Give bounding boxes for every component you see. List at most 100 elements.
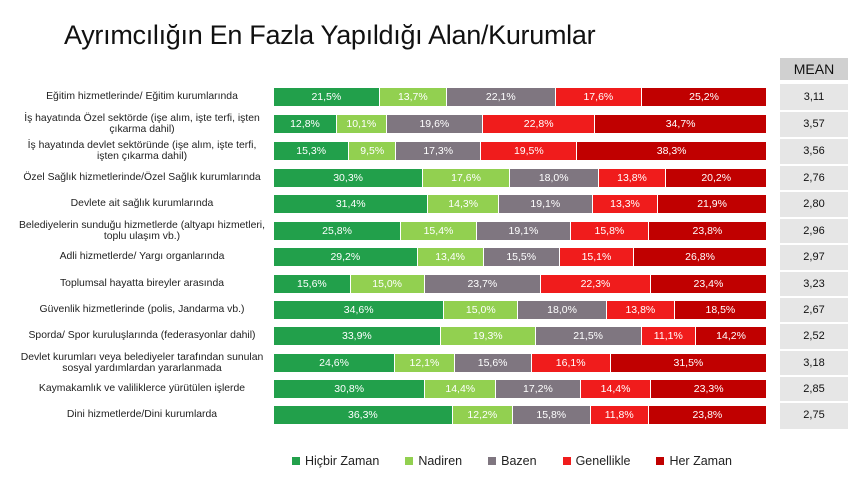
category-label: Eğitim hizmetlerinde/ Eğitim kurumlarınd… (46, 91, 238, 103)
bar-row: 12,8% 10,1% 19,6% 22,8% 34,7% (274, 115, 766, 133)
bar-segment: 17,6% (555, 88, 643, 106)
data-label: 14,3% (448, 198, 479, 210)
data-label: 15,0% (465, 304, 496, 316)
bar-segment: 17,6% (423, 169, 510, 187)
data-label: 30,8% (334, 383, 365, 395)
data-label: 16,1% (555, 357, 586, 369)
data-label: 15,6% (477, 357, 508, 369)
category-label: Sporda/ Spor kuruluşlarında (federasyonl… (28, 330, 256, 342)
legend-swatch (562, 457, 571, 465)
bar-segment: 21,9% (658, 195, 766, 213)
bar-segment: 15,5% (483, 248, 560, 266)
bar-segment: 33,9% (274, 327, 441, 345)
bar-row: 21,5% 13,7% 22,1% 17,6% 25,2% (274, 88, 766, 106)
legend-swatch (656, 457, 665, 465)
mean-value: 2,67 (803, 304, 825, 316)
data-label: 30,3% (333, 172, 363, 184)
bar-row: 15,3% 9,5% 17,3% 19,5% 38,3% (274, 142, 766, 160)
data-label: 20,2% (701, 172, 732, 184)
data-label: 18,0% (547, 304, 577, 316)
bar-segment: 15,6% (454, 354, 532, 372)
bar-segment: 11,8% (590, 406, 649, 424)
legend-label: Her Zaman (669, 454, 732, 468)
data-label: 17,6% (451, 172, 481, 184)
mean-row-divider (780, 375, 848, 377)
data-label: 15,8% (536, 409, 567, 421)
category-label: Dini hizmetlerde/Dini kurumlarda (66, 409, 218, 421)
bar-segment: 38,3% (577, 142, 766, 160)
bar-row: 25,8% 15,4% 19,1% 15,8% 23,8% (274, 222, 766, 240)
bar-row: 15,6% 15,0% 23,7% 22,3% 23,4% (274, 275, 766, 293)
data-label: 15,8% (594, 225, 625, 237)
data-label: 19,1% (530, 198, 561, 210)
mean-value: 3,23 (803, 278, 825, 290)
bar-segment: 29,2% (274, 248, 418, 266)
category-label: İş hayatında devlet sektöründe (işe alım… (27, 139, 257, 163)
bar-segment: 18,0% (509, 169, 599, 187)
data-label: 19,5% (513, 145, 544, 157)
bar-row: 31,4% 14,3% 19,1% 13,3% 21,9% (274, 195, 766, 213)
chart-legend: Hiçbir Zaman Nadiren Bazen Genellikle Her Za… (292, 454, 732, 468)
bar-segment: 19,6% (386, 115, 484, 133)
bar-segment: 19,1% (498, 195, 593, 213)
data-label: 13,8% (617, 172, 647, 184)
data-label: 18,0% (538, 172, 569, 184)
data-label: 23,4% (693, 278, 724, 290)
data-label: 23,3% (693, 383, 724, 395)
data-label: 9,5% (360, 145, 385, 157)
data-label: 14,4% (445, 383, 476, 395)
chart-title: Ayrımcılığın En Fazla Yapıldığı Alan/Kur… (64, 20, 596, 50)
data-label: 31,4% (335, 198, 366, 210)
bar-segment: 15,8% (570, 222, 649, 240)
bar-segment: 23,3% (651, 380, 766, 398)
bar-segment: 31,5% (610, 354, 766, 372)
bar-segment: 14,2% (696, 327, 766, 345)
data-label: 15,1% (581, 251, 612, 263)
data-label: 19,6% (419, 118, 450, 130)
bar-segment: 18,0% (518, 301, 607, 319)
data-label: 29,2% (330, 251, 361, 263)
data-label: 23,7% (467, 278, 498, 290)
data-label: 24,6% (319, 357, 349, 369)
category-label: Belediyelerin sunduğu hizmetlerde (altya… (18, 219, 266, 243)
mean-row-divider (780, 243, 848, 245)
bar-segment: 12,1% (395, 354, 455, 372)
bar-segment: 17,3% (396, 142, 482, 160)
data-label: 38,3% (656, 145, 687, 157)
legend-label: Hiçbir Zaman (305, 454, 380, 468)
bar-row: 30,8% 14,4% 17,2% 14,4% 23,3% (274, 380, 766, 398)
bar-segment: 23,8% (648, 222, 766, 240)
data-label: 14,2% (716, 330, 746, 342)
mean-column-background (780, 84, 848, 429)
mean-value: 2,76 (803, 172, 825, 184)
bar-row: 34,6% 15,0% 18,0% 13,8% 18,5% (274, 301, 766, 319)
legend-item: Her Zaman (656, 454, 732, 468)
bar-segment: 34,6% (274, 301, 445, 319)
legend-label: Nadiren (418, 454, 463, 468)
legend-item: Hiçbir Zaman (292, 454, 379, 468)
data-label: 23,8% (692, 225, 723, 237)
mean-value: 2,85 (803, 383, 825, 395)
mean-row-divider (780, 269, 848, 272)
bar-segment: 15,1% (559, 248, 635, 266)
data-label: 12,8% (290, 118, 320, 130)
mean-value: 2,80 (803, 198, 825, 210)
bar-segment: 16,1% (531, 354, 611, 372)
data-label: 12,2% (467, 409, 498, 421)
bar-row: 30,3% 17,6% 18,0% 13,8% 20,2% (274, 169, 766, 187)
data-label: 33,9% (342, 330, 372, 342)
bar-segment: 34,7% (595, 115, 766, 133)
mean-row-divider (780, 136, 848, 139)
data-label: 17,3% (423, 145, 454, 157)
bar-segment: 19,5% (481, 142, 578, 160)
data-label: 15,6% (296, 278, 327, 290)
bar-segment: 15,0% (350, 275, 425, 293)
mean-row-divider (780, 401, 848, 403)
bar-segment: 18,5% (674, 301, 766, 319)
data-label: 25,8% (322, 225, 352, 237)
mean-value: 2,52 (803, 330, 825, 342)
bar-segment: 14,3% (428, 195, 499, 213)
mean-row-divider (780, 109, 848, 112)
bar-segment: 22,3% (541, 275, 651, 293)
data-label: 11,8% (604, 409, 634, 421)
